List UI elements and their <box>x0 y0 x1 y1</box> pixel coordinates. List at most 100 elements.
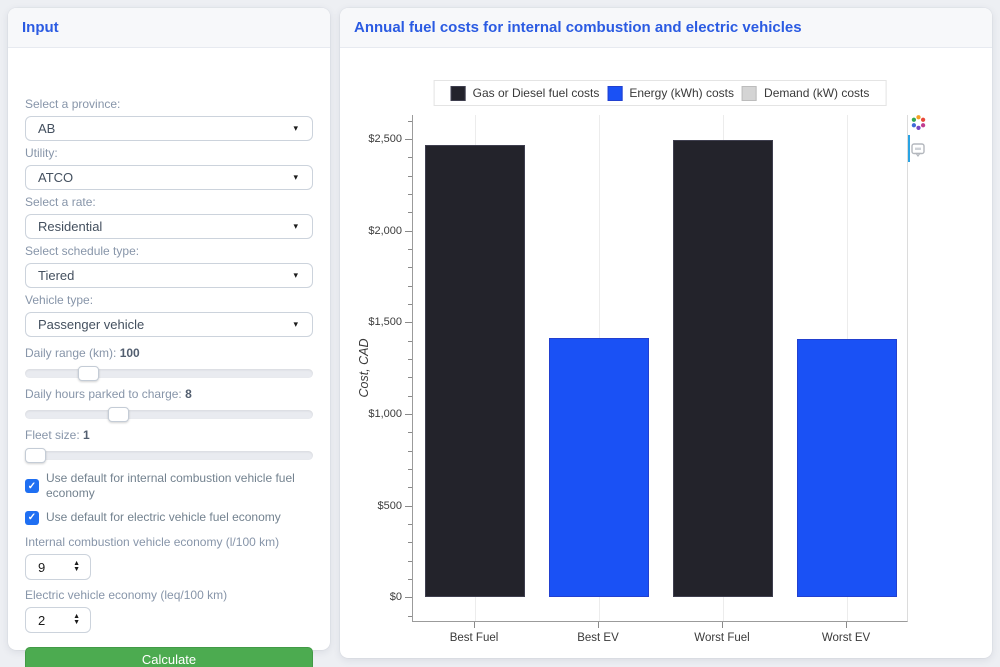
hours-parked-label: Daily hours parked to charge: 8 <box>25 387 313 402</box>
y-tick <box>408 377 412 379</box>
y-tick <box>405 505 412 507</box>
schedule-type-select-value: Tiered <box>38 268 75 283</box>
checkbox-checked-icon[interactable]: ✓ <box>25 479 39 493</box>
default-ev-economy-checkbox-row[interactable]: ✓ Use default for electric vehicle fuel … <box>25 510 313 525</box>
ic-economy-input[interactable]: 9 ▲ ▼ <box>25 554 91 580</box>
chevron-down-icon: ▾ <box>293 172 298 182</box>
stepper-up-icon[interactable]: ▲ <box>73 560 80 567</box>
hours-parked-slider-track[interactable] <box>25 410 313 419</box>
hours-parked-group: Daily hours parked to charge: 8 <box>25 387 313 422</box>
y-tick <box>408 248 412 250</box>
chart-legend: Gas or Diesel fuel costs Energy (kWh) cos… <box>433 80 887 106</box>
checkbox-checked-icon[interactable]: ✓ <box>25 510 39 525</box>
rate-select-value: Residential <box>38 219 103 234</box>
fleet-size-slider-thumb[interactable] <box>25 448 46 463</box>
fleet-size-label: Fleet size: 1 <box>25 428 313 443</box>
annotation-icon[interactable] <box>910 142 930 163</box>
input-panel-header: Input <box>8 8 330 48</box>
daily-range-slider-thumb[interactable] <box>78 366 100 381</box>
x-tick <box>474 622 475 628</box>
y-tick <box>408 542 412 544</box>
y-tick <box>408 487 412 489</box>
default-ev-economy-checkbox-label: Use default for electric vehicle fuel ec… <box>46 510 281 524</box>
legend-label: Demand (kW) costs <box>764 86 870 100</box>
hours-parked-label-text: Daily hours parked to charge: <box>25 387 182 401</box>
input-panel: Input Select a province: AB ▾ Utility: A… <box>8 8 330 667</box>
daily-range-label: Daily range (km): 100 <box>25 346 313 361</box>
y-tick <box>408 450 412 452</box>
utility-select-value: ATCO <box>38 170 74 185</box>
x-tick <box>598 622 599 628</box>
y-tick-label: $2,000 <box>368 224 402 237</box>
province-select[interactable]: AB ▾ <box>25 116 313 141</box>
fleet-size-slider-track[interactable] <box>25 451 313 460</box>
chevron-down-icon: ▾ <box>293 270 298 280</box>
ic-economy-group: Internal combustion vehicle economy (l/1… <box>25 535 313 580</box>
input-panel-title: Input <box>22 19 59 36</box>
schedule-type-select[interactable]: Tiered ▾ <box>25 263 313 288</box>
daily-range-slider-track[interactable] <box>25 369 313 378</box>
calculate-button[interactable]: Calculate <box>25 647 313 667</box>
legend-item-energy-kwh-costs[interactable]: Energy (kWh) costs <box>607 85 734 101</box>
y-tick <box>408 468 412 470</box>
number-stepper: ▲ ▼ <box>73 560 80 573</box>
fuel-costs-bar-chart: Gas or Diesel fuel costs Energy (kWh) cos… <box>340 48 992 658</box>
legend-swatch-icon <box>450 85 466 101</box>
ev-economy-input-value: 2 <box>38 612 46 628</box>
hours-parked-slider-thumb[interactable] <box>107 407 129 422</box>
rate-select[interactable]: Residential ▾ <box>25 214 313 239</box>
x-tick-label-best-fuel: Best Fuel <box>449 632 499 644</box>
y-tick <box>408 340 412 342</box>
schedule-type-group: Select schedule type: Tiered ▾ <box>25 244 313 288</box>
y-tick-label: $0 <box>389 591 402 604</box>
chart-panel-header: Annual fuel costs for internal combustio… <box>340 8 992 48</box>
fleet-size-group: Fleet size: 1 <box>25 428 313 463</box>
default-ic-economy-checkbox-row[interactable]: ✓ Use default for internal combustion ve… <box>25 471 313 501</box>
y-tick <box>405 322 412 324</box>
legend-label: Gas or Diesel fuel costs <box>472 86 600 100</box>
legend-swatch-icon <box>607 85 623 101</box>
bar-worst-ev[interactable] <box>797 338 897 598</box>
legend-swatch-icon <box>742 85 758 101</box>
stepper-up-icon[interactable]: ▲ <box>73 613 80 620</box>
legend-item-demand-kw-costs[interactable]: Demand (kW) costs <box>742 85 870 101</box>
y-tick <box>408 523 412 525</box>
modebar-active-indicator <box>908 135 910 162</box>
chart-panel-title: Annual fuel costs for internal combustio… <box>354 19 802 36</box>
legend-item-gas-or-diesel-fuel-costs[interactable]: Gas or Diesel fuel costs <box>450 85 600 101</box>
stepper-down-icon[interactable]: ▼ <box>73 619 80 626</box>
rate-group: Select a rate: Residential ▾ <box>25 195 313 239</box>
hours-parked-value: 8 <box>185 387 192 401</box>
utility-select[interactable]: ATCO ▾ <box>25 165 313 190</box>
y-tick <box>408 615 412 617</box>
ev-economy-input[interactable]: 2 ▲ ▼ <box>25 607 91 633</box>
y-tick <box>408 212 412 214</box>
bar-best-ev[interactable] <box>549 337 649 598</box>
fleet-size-label-text: Fleet size: <box>25 428 80 442</box>
y-tick <box>408 120 412 122</box>
utility-label: Utility: <box>25 146 58 160</box>
y-tick <box>408 267 412 269</box>
bar-worst-fuel[interactable] <box>673 139 773 598</box>
y-tick <box>408 285 412 287</box>
schedule-type-label: Select schedule type: <box>25 244 140 258</box>
y-tick <box>408 432 412 434</box>
bar-best-fuel[interactable] <box>425 145 525 598</box>
input-form: Select a province: AB ▾ Utility: ATCO ▾ … <box>8 97 330 667</box>
fleet-size-value: 1 <box>83 428 90 442</box>
vehicle-type-select[interactable]: Passenger vehicle ▾ <box>25 312 313 337</box>
vehicle-type-select-value: Passenger vehicle <box>38 317 145 332</box>
hours-parked-slider <box>25 407 313 422</box>
y-tick <box>408 560 412 562</box>
daily-range-slider <box>25 366 313 381</box>
y-axis-title: Cost, CAD <box>357 338 371 398</box>
y-tick <box>408 157 412 159</box>
daily-range-group: Daily range (km): 100 <box>25 346 313 381</box>
stepper-down-icon[interactable]: ▼ <box>73 566 80 573</box>
y-tick <box>408 578 412 580</box>
province-select-value: AB <box>38 121 56 136</box>
x-tick <box>846 622 847 628</box>
plotly-logo-icon[interactable] <box>910 114 930 136</box>
y-tick <box>408 358 412 360</box>
vehicle-type-label: Vehicle type: <box>25 293 94 307</box>
